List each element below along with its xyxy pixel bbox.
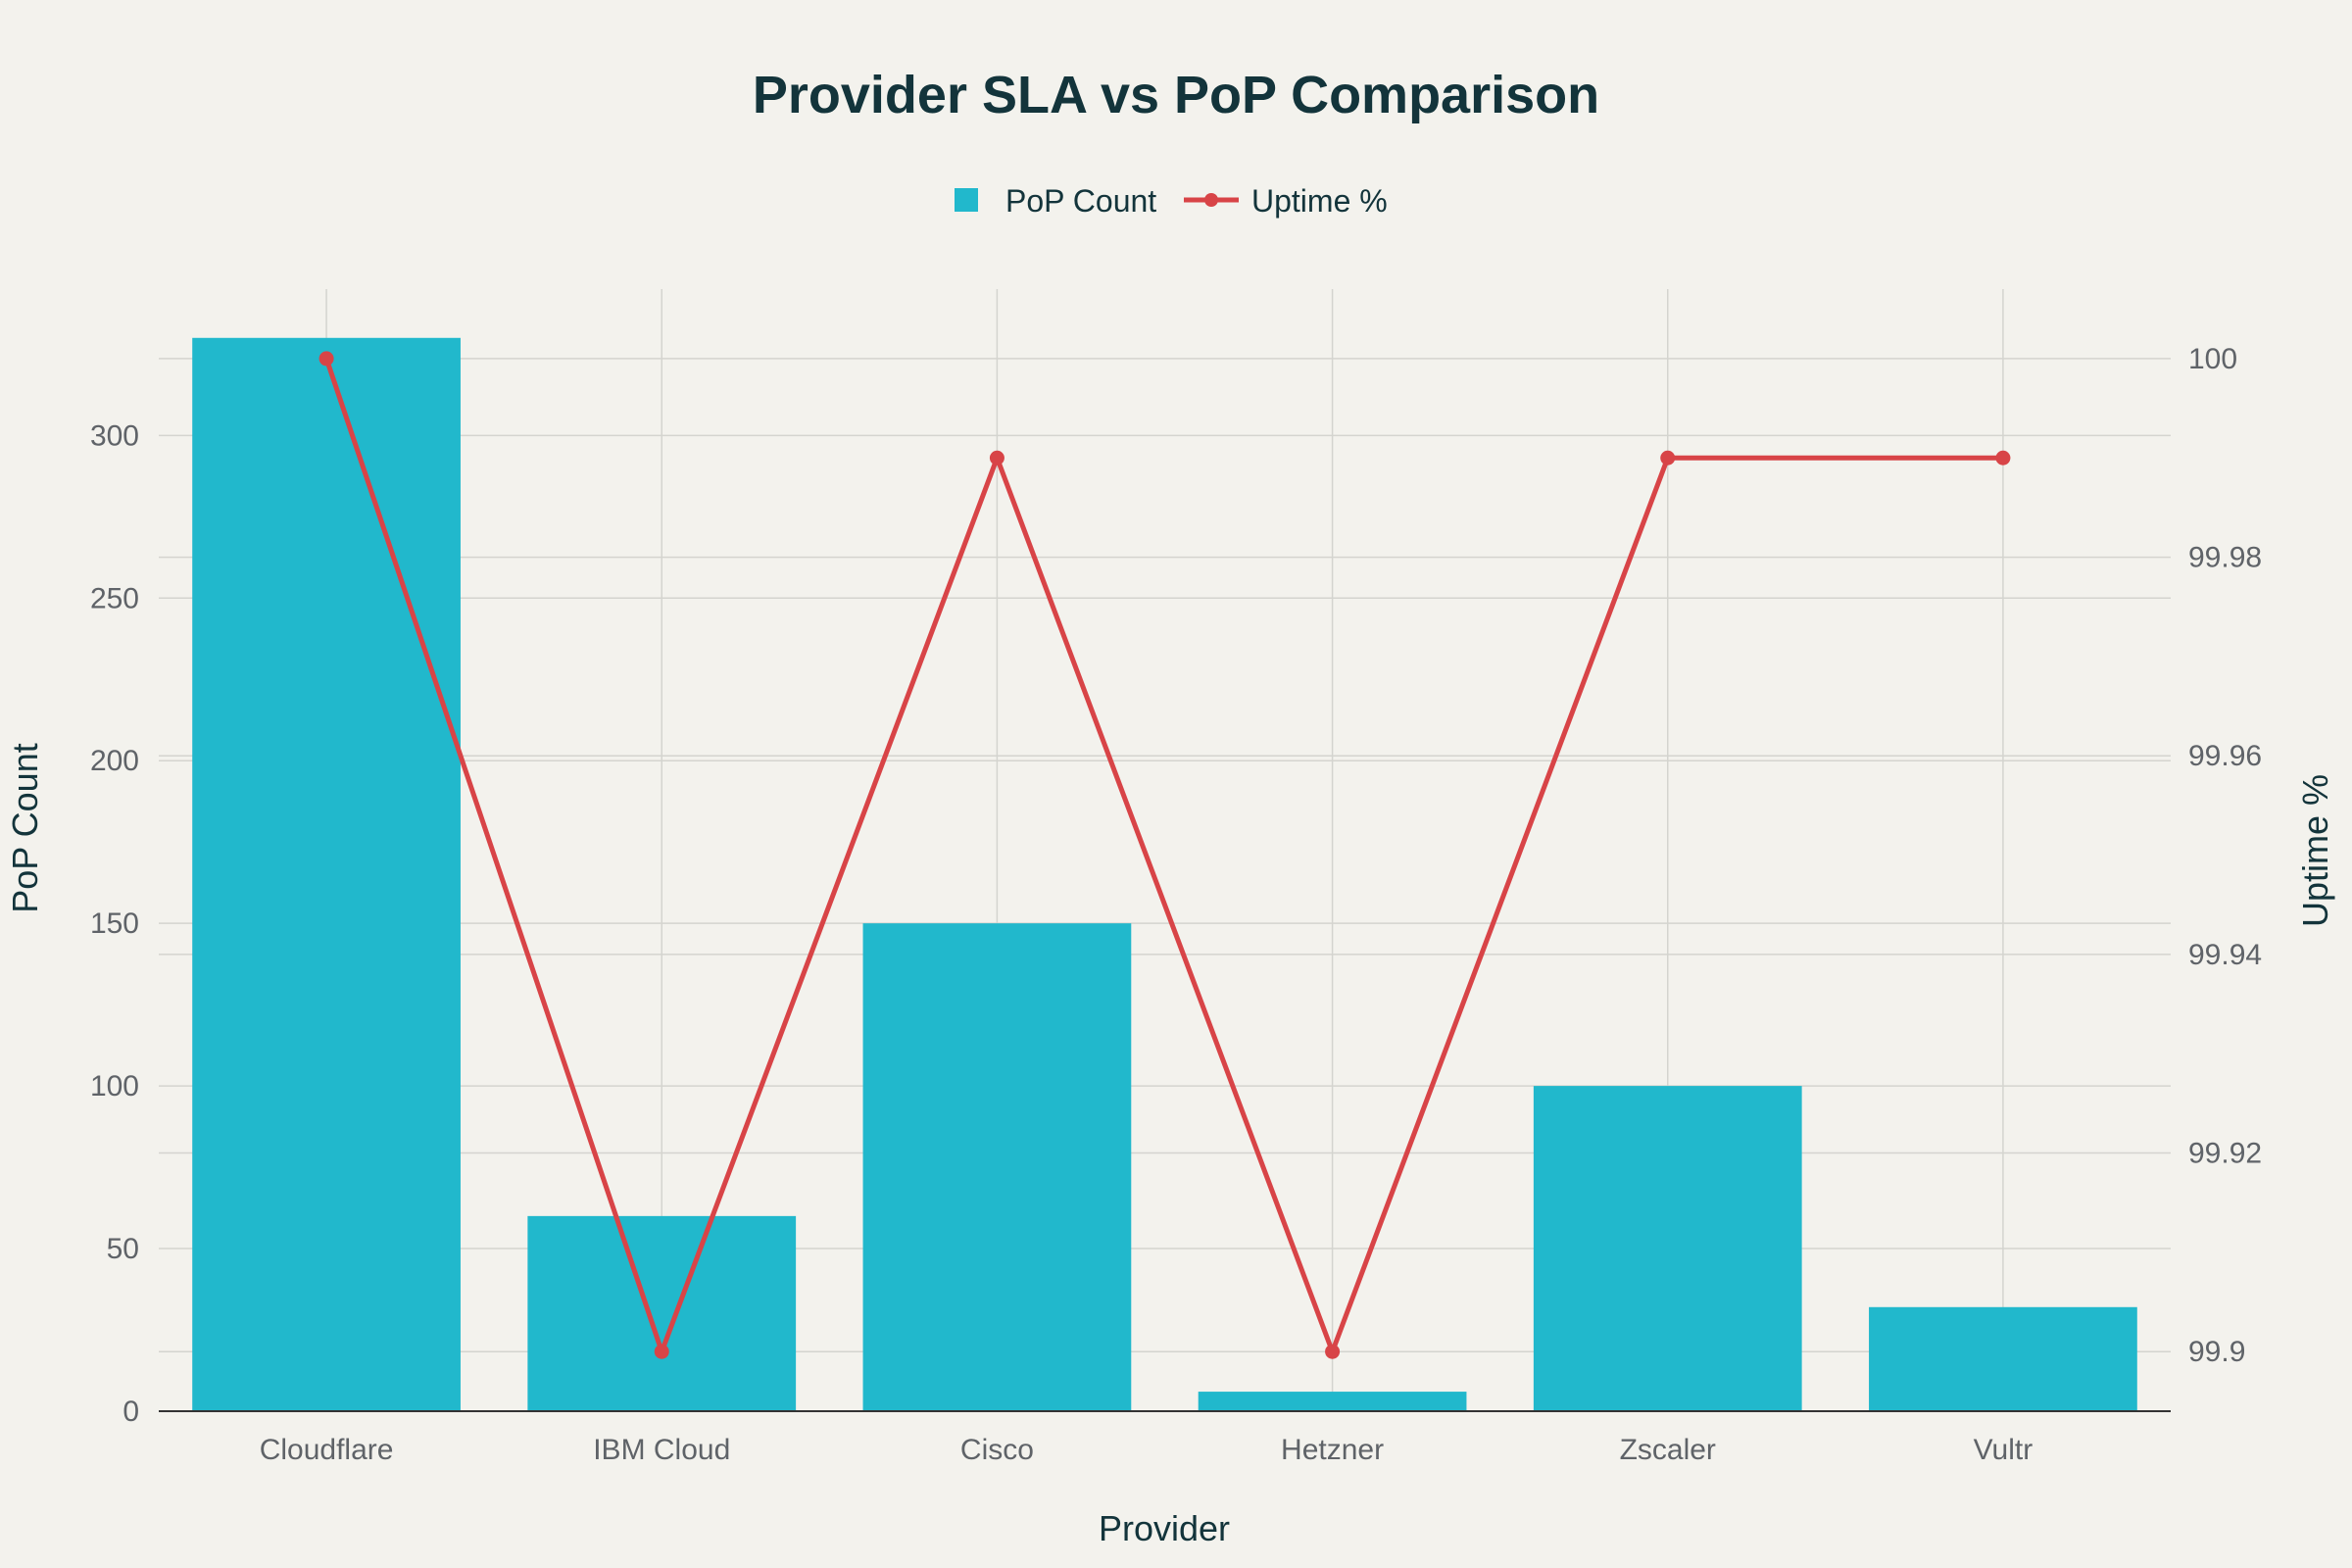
- y-tick-label: 50: [107, 1233, 139, 1265]
- bar-cloudflare: [192, 337, 461, 1412]
- y2-tick-label: 100: [2188, 343, 2237, 375]
- uptime-line-series: [318, 351, 2011, 1359]
- chart-title: Provider SLA vs PoP Comparison: [753, 66, 1599, 124]
- bar-cisco: [862, 923, 1132, 1411]
- x-axis-ticks: Cloudflare IBM Cloud Cisco Hetzner Zscaler Vu…: [260, 1434, 2034, 1466]
- bar-vultr: [1869, 1306, 2137, 1411]
- y-tick-label: 0: [122, 1396, 139, 1428]
- uptime-point-zscaler: [1660, 450, 1676, 466]
- uptime-line: [323, 358, 2003, 1354]
- legend-marker-uptime: [1204, 193, 1218, 207]
- y-tick-label: 100: [90, 1070, 139, 1102]
- bar-ibm-cloud: [527, 1215, 797, 1411]
- bar-hetzner: [1198, 1392, 1467, 1411]
- bar-zscaler: [1533, 1086, 1802, 1411]
- uptime-point-cloudflare: [318, 351, 334, 367]
- y-tick-label: 300: [90, 419, 139, 452]
- grid: [159, 289, 2171, 1411]
- y2-axis-title: Uptime %: [2295, 774, 2335, 927]
- uptime-point-hetzner: [1325, 1344, 1341, 1359]
- uptime-point-ibm-cloud: [654, 1344, 669, 1359]
- legend-label-pop-count: PoP Count: [1005, 183, 1156, 219]
- y2-tick-label: 99.9: [2188, 1336, 2245, 1368]
- uptime-point-cisco: [989, 450, 1004, 466]
- y2-tick-label: 99.98: [2188, 542, 2262, 574]
- x-tick-label: Zscaler: [1620, 1434, 1716, 1466]
- x-tick-label: Cisco: [960, 1434, 1034, 1466]
- y-tick-label: 250: [90, 582, 139, 614]
- uptime-point-vultr: [1995, 450, 2011, 466]
- y2-tick-label: 99.92: [2188, 1138, 2262, 1170]
- y2-tick-label: 99.96: [2188, 740, 2262, 772]
- y2-tick-label: 99.94: [2188, 939, 2262, 971]
- x-tick-label: Hetzner: [1281, 1434, 1384, 1466]
- y-tick-label: 150: [90, 907, 139, 940]
- y2-axis-ticks: 99.9 99.92 99.94 99.96 99.98 100: [2188, 343, 2262, 1368]
- legend-swatch-pop-count: [955, 188, 978, 212]
- x-tick-label: IBM Cloud: [593, 1434, 730, 1466]
- legend-label-uptime: Uptime %: [1251, 183, 1388, 219]
- x-tick-label: Cloudflare: [260, 1434, 394, 1466]
- x-tick-label: Vultr: [1974, 1434, 2034, 1466]
- bars: [192, 337, 2137, 1412]
- y-axis-title: PoP Count: [5, 743, 45, 912]
- y-axis-ticks: 0 50 100 150 200 250 300: [90, 419, 139, 1428]
- x-axis-title: Provider: [1099, 1508, 1230, 1548]
- legend: PoP Count Uptime %: [955, 183, 1388, 219]
- y-tick-label: 200: [90, 745, 139, 777]
